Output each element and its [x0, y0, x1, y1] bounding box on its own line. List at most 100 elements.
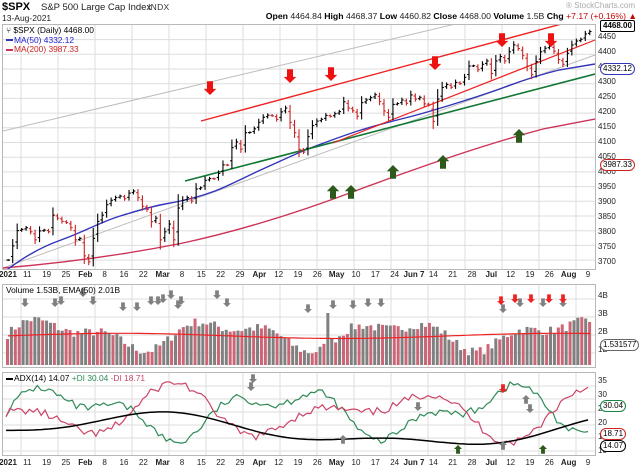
x-axis-tick: 19: [525, 458, 535, 467]
volume-bar: [134, 350, 138, 365]
volume-arrow: [349, 300, 357, 309]
symbol-description: S&P 500 Large Cap Index: [41, 2, 152, 13]
volume-bar: [123, 343, 127, 365]
price-y-tick: 4150: [598, 122, 616, 131]
volume-arrow: [304, 304, 312, 313]
volume-bar: [228, 331, 232, 365]
price-x-axis: 2021 11 19 25 Feb 8 16 22 Mar 8 15 22 29 Apr 12 19 26 May…: [0, 270, 596, 282]
x-axis-tick: 26: [544, 458, 554, 467]
volume-bar: [263, 325, 267, 365]
volume-bar: [361, 328, 365, 365]
x-axis-tick: 10: [351, 270, 361, 279]
adx-arrow-up: [339, 435, 347, 444]
x-axis-tick: 17: [370, 270, 380, 279]
x-axis-tick: 19: [293, 458, 303, 467]
x-axis-tick: 11: [23, 270, 32, 279]
price-y-tick: 4050: [598, 152, 616, 161]
adx-panel[interactable]: ADX(14) 14.07 +DI 30.04 -DI 18.71: [2, 372, 596, 456]
x-axis-tick: Feb: [78, 270, 93, 279]
volume-bar: [506, 337, 510, 365]
volume-arrow: [167, 290, 175, 299]
price-plot: [3, 25, 595, 269]
pdi-line: [5, 381, 589, 444]
volume-legend-text: Volume 1.53B, EMA(50) 2.01B: [6, 285, 121, 295]
volume-bar: [556, 327, 560, 365]
volume-arrow: [51, 298, 59, 307]
volume-bar: [564, 330, 568, 365]
volume-bar: [416, 329, 420, 365]
volume-bar: [103, 331, 107, 365]
volume-bar: [41, 320, 45, 365]
volume-bar: [357, 324, 361, 365]
chg-label: Chg: [546, 11, 564, 21]
volume-bar: [490, 348, 494, 365]
volume-bar: [256, 324, 260, 365]
x-axis-tick: 19: [42, 270, 52, 279]
x-axis-tick: 21: [448, 270, 458, 279]
adx-legend: ADX(14) 14.07 +DI 30.04 -DI 18.71: [6, 373, 145, 384]
volume-bar: [580, 317, 584, 365]
volume-bar: [271, 330, 275, 365]
price-annotation-arrows: [203, 33, 558, 199]
volume-bar: [552, 333, 556, 365]
price-y-tick: 3800: [598, 227, 616, 236]
volume-bar: [279, 336, 283, 365]
volume-arrow: [159, 294, 167, 303]
volume-arrow: [79, 288, 87, 297]
volume-bar: [521, 333, 525, 365]
adx-buy-arrow: [454, 445, 462, 454]
volume-bar: [541, 335, 545, 365]
volume-bar: [431, 326, 435, 365]
volume-bar: [213, 321, 217, 365]
volume-sell-arrow: [545, 294, 553, 303]
volume-bar: [369, 325, 373, 365]
volume-bar: [99, 328, 103, 365]
adx-arrow-down: [526, 404, 534, 413]
volume-bar: [338, 336, 342, 365]
x-axis-tick: 19: [293, 270, 303, 279]
volume-bar: [33, 317, 37, 365]
sell-arrow: [203, 81, 217, 95]
volume-bar: [482, 354, 486, 365]
buy-arrow: [386, 165, 400, 179]
volume-panel[interactable]: Volume 1.53B, EMA(50) 2.01B: [2, 284, 596, 368]
x-axis-tick: 14: [428, 270, 438, 279]
x-axis-tick: 12: [506, 270, 516, 279]
volume-bar: [181, 327, 185, 365]
volume-bar: [166, 336, 170, 365]
x-axis-tick: 9: [585, 270, 591, 279]
volume-bar: [466, 355, 470, 365]
volume-bar: [209, 322, 213, 365]
price-y-tick: 3900: [598, 197, 616, 206]
volume-bar: [568, 321, 572, 365]
volume-bar: [396, 326, 400, 365]
volume-bar: [463, 348, 467, 365]
volume-bar: [302, 350, 306, 365]
price-panel[interactable]: ⑂ $SPX (Daily) 4468.00 MA(50) 4332.12 MA…: [2, 24, 596, 270]
volume-value: 1.5B: [526, 11, 545, 21]
volume-bar: [107, 332, 111, 365]
volume-arrow: [174, 300, 182, 309]
volume-bar: [412, 329, 416, 365]
price-y-tick: 4300: [598, 77, 616, 86]
volume-bar: [408, 328, 412, 365]
quote-date: 13-Aug-2021: [2, 13, 52, 23]
chg-value: +7.17 (+0.16%) ▲: [566, 11, 637, 21]
volume-sell-arrow: [497, 296, 505, 305]
volume-bar: [275, 333, 279, 365]
volume-bar: [45, 320, 49, 365]
x-axis-tick: 22: [216, 270, 226, 279]
volume-bar: [37, 317, 41, 365]
price-y-tick: 4000: [598, 167, 616, 176]
volume-bar: [377, 323, 381, 365]
adx-legend-adx: ADX(14) 14.07: [14, 373, 70, 383]
volume-bar: [48, 322, 52, 365]
volume-arrow: [89, 296, 97, 305]
high-value: 4468.37: [345, 11, 378, 21]
buy-arrow: [436, 155, 450, 169]
volume-bar: [584, 318, 588, 365]
high-label: High: [324, 11, 344, 21]
symbol-ticker: $SPX: [2, 1, 31, 13]
x-axis-tick: Mar: [155, 270, 170, 279]
buy-arrow: [344, 185, 358, 199]
